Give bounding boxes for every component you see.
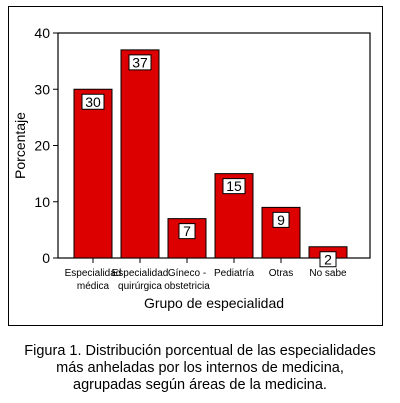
caption-line-3: agrupadas según áreas de la medicina.	[73, 377, 327, 393]
y-tick-label: 10	[34, 194, 50, 210]
data-label: 9	[277, 212, 285, 228]
x-tick-label: obstetricia	[164, 281, 210, 292]
x-tick-label: quirúrgica	[118, 281, 162, 292]
data-label: 30	[85, 94, 101, 110]
bar	[120, 49, 160, 259]
data-label-box	[128, 54, 152, 71]
y-tick-label: 30	[34, 81, 50, 97]
data-label-box	[272, 211, 290, 228]
caption-line-1: Figura 1. Distribución porcentual de las…	[24, 343, 376, 359]
data-label-box	[319, 251, 337, 268]
data-label: 2	[324, 251, 332, 267]
data-label-box	[178, 223, 196, 240]
y-tick-label: 0	[42, 250, 50, 266]
x-tick-label: Gíneco -	[168, 268, 206, 279]
x-tick-label: médica	[77, 281, 110, 292]
data-label: 15	[226, 178, 242, 194]
data-label: 37	[132, 54, 148, 70]
y-tick-label: 40	[34, 25, 50, 41]
data-label: 7	[183, 223, 191, 239]
data-label-box	[81, 93, 105, 110]
x-tick-label: Especialidad	[112, 268, 169, 279]
figure-caption: Figura 1. Distribución porcentual de las…	[0, 343, 400, 394]
x-axis-label: Grupo de especialidad	[144, 295, 284, 311]
bar	[73, 88, 113, 259]
x-tick-label: Otras	[269, 268, 293, 279]
bar-chart: 010203040Porcentaje30Especialidadmédica3…	[12, 25, 371, 311]
x-tick-label: Especialidad	[65, 268, 122, 279]
y-axis-label: Porcentaje	[12, 112, 28, 179]
x-tick-label: No sabe	[309, 268, 347, 279]
x-tick-label: Pediatría	[214, 268, 254, 279]
chart-frame	[8, 6, 383, 326]
data-label-box	[222, 178, 246, 195]
caption-line-2: más anheladas por los internos de medici…	[56, 360, 344, 376]
y-tick-label: 20	[34, 138, 50, 154]
